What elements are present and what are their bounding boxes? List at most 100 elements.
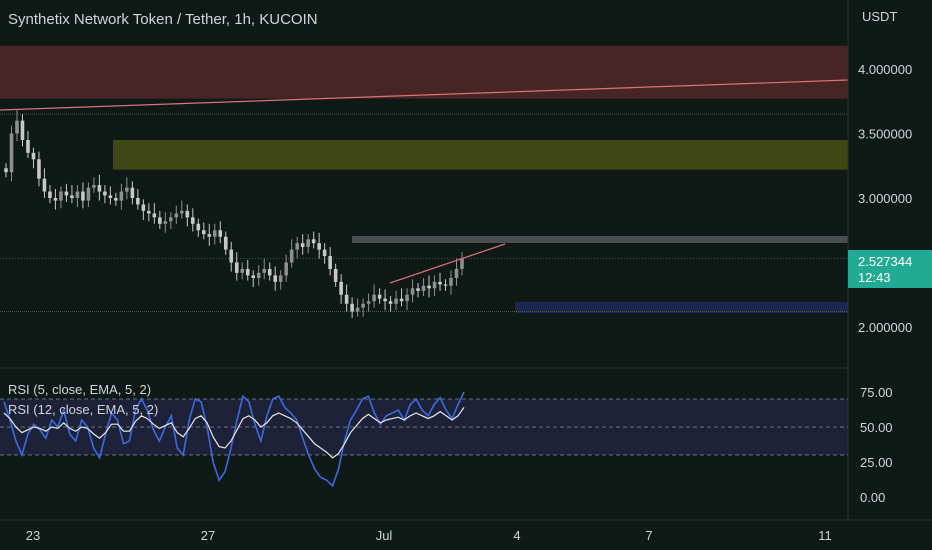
candle-body[interactable] bbox=[152, 213, 157, 218]
candle-body[interactable] bbox=[295, 243, 299, 250]
candle-body[interactable] bbox=[273, 275, 278, 282]
candle-body[interactable] bbox=[251, 275, 256, 278]
candle-body[interactable] bbox=[229, 249, 234, 263]
candle-body[interactable] bbox=[103, 191, 107, 196]
candle-body[interactable] bbox=[372, 294, 376, 302]
rsi-fast-line[interactable] bbox=[3, 391, 465, 488]
candle-body[interactable] bbox=[180, 210, 184, 214]
candle-body[interactable] bbox=[223, 236, 228, 250]
candle-body[interactable] bbox=[278, 275, 283, 282]
candle-body[interactable] bbox=[119, 191, 124, 201]
candle-body[interactable] bbox=[284, 262, 288, 276]
candle-body[interactable] bbox=[262, 268, 267, 273]
rsi-slow-line[interactable] bbox=[3, 407, 465, 459]
candle-body[interactable] bbox=[196, 223, 201, 231]
ascending-trendline[interactable] bbox=[389, 243, 506, 284]
candle-body[interactable] bbox=[361, 303, 365, 308]
candle-body[interactable] bbox=[147, 210, 151, 214]
candle-body[interactable] bbox=[86, 187, 91, 201]
candle-body[interactable] bbox=[333, 268, 338, 282]
candle-body[interactable] bbox=[136, 198, 140, 205]
candle-body[interactable] bbox=[4, 168, 8, 173]
candle-body[interactable] bbox=[26, 139, 30, 153]
candle-body[interactable] bbox=[31, 152, 36, 160]
candle-body[interactable] bbox=[212, 230, 217, 237]
candle-body[interactable] bbox=[48, 191, 52, 198]
resistance-trendline[interactable] bbox=[0, 79, 849, 111]
candlestick-series[interactable] bbox=[4, 110, 464, 318]
candle-body[interactable] bbox=[185, 210, 190, 218]
candle-body[interactable] bbox=[201, 230, 206, 235]
candle-body[interactable] bbox=[416, 288, 420, 291]
candle-body[interactable] bbox=[37, 159, 41, 179]
candle-body[interactable] bbox=[59, 191, 63, 201]
candle-body[interactable] bbox=[169, 217, 173, 222]
symbol-title[interactable]: Synthetix Network Token / Tether, 1h, KU… bbox=[8, 11, 318, 28]
candle-body[interactable] bbox=[163, 221, 168, 224]
candle-body[interactable] bbox=[64, 191, 69, 196]
candle-body[interactable] bbox=[125, 187, 129, 192]
candle-body[interactable] bbox=[289, 249, 294, 263]
candle-body[interactable] bbox=[328, 256, 332, 269]
zone-support[interactable] bbox=[515, 302, 848, 313]
candle-body[interactable] bbox=[15, 120, 19, 134]
candle-body[interactable] bbox=[344, 294, 349, 304]
candle-body[interactable] bbox=[141, 204, 146, 211]
candle-body[interactable] bbox=[218, 230, 223, 237]
time-axis[interactable]: 23 27 Jul 4 7 11 bbox=[26, 528, 832, 543]
candle-body[interactable] bbox=[355, 307, 360, 312]
candle-body[interactable] bbox=[322, 249, 327, 257]
candle-body[interactable] bbox=[399, 298, 404, 302]
zone-resistance[interactable] bbox=[0, 45, 848, 99]
candle-body[interactable] bbox=[174, 213, 179, 218]
candle-body[interactable] bbox=[443, 284, 448, 286]
candle-body[interactable] bbox=[190, 217, 195, 224]
candle-body[interactable] bbox=[377, 294, 382, 299]
candle-body[interactable] bbox=[234, 262, 239, 273]
candle-body[interactable] bbox=[42, 178, 47, 192]
candle-body[interactable] bbox=[383, 298, 387, 302]
candle-body[interactable] bbox=[240, 268, 245, 273]
candle-body[interactable] bbox=[350, 303, 354, 312]
candle-body[interactable] bbox=[394, 298, 398, 304]
candle-body[interactable] bbox=[97, 185, 102, 192]
rsi-axis[interactable]: 75.00 50.00 25.00 0.00 bbox=[860, 385, 893, 505]
candle-body[interactable] bbox=[421, 285, 426, 291]
rsi-pane[interactable] bbox=[0, 391, 848, 488]
candle-body[interactable] bbox=[158, 217, 162, 224]
candle-body[interactable] bbox=[438, 281, 442, 285]
candle-body[interactable] bbox=[130, 187, 135, 198]
candle-body[interactable] bbox=[81, 191, 85, 201]
zone-supply[interactable] bbox=[113, 139, 848, 170]
candle-body[interactable] bbox=[449, 277, 453, 286]
candle-body[interactable] bbox=[70, 195, 74, 198]
candle-body[interactable] bbox=[432, 281, 437, 289]
candle-body[interactable] bbox=[267, 268, 272, 276]
candle-body[interactable] bbox=[410, 288, 415, 295]
candle-body[interactable] bbox=[366, 301, 371, 304]
candle-body[interactable] bbox=[108, 195, 113, 198]
candle-body[interactable] bbox=[317, 243, 321, 250]
rsi-slow-label[interactable]: RSI (12, close, EMA, 5, 2) bbox=[8, 402, 158, 417]
candle-body[interactable] bbox=[75, 191, 80, 198]
candle-body[interactable] bbox=[207, 234, 212, 237]
candle-body[interactable] bbox=[245, 268, 250, 276]
candle-body[interactable] bbox=[20, 120, 25, 140]
candle-body[interactable] bbox=[388, 301, 393, 304]
candle-body[interactable] bbox=[256, 272, 261, 278]
candle-body[interactable] bbox=[427, 285, 431, 289]
candle-body[interactable] bbox=[53, 198, 58, 201]
candle-body[interactable] bbox=[311, 239, 316, 244]
candle-body[interactable] bbox=[405, 294, 409, 302]
candle-body[interactable] bbox=[114, 198, 118, 201]
candle-body[interactable] bbox=[92, 185, 96, 188]
candle-body[interactable] bbox=[306, 239, 310, 248]
zone-grey[interactable] bbox=[352, 236, 848, 243]
candle-body[interactable] bbox=[339, 281, 343, 295]
price-axis[interactable]: 4.000000 3.500000 3.000000 2.000000 bbox=[858, 62, 912, 335]
rsi-fast-label[interactable]: RSI (5, close, EMA, 5, 2) bbox=[8, 382, 151, 397]
trendlines[interactable] bbox=[0, 79, 849, 284]
candle-body[interactable] bbox=[460, 258, 464, 269]
candle-body[interactable] bbox=[454, 268, 459, 278]
candle-body[interactable] bbox=[9, 133, 14, 173]
